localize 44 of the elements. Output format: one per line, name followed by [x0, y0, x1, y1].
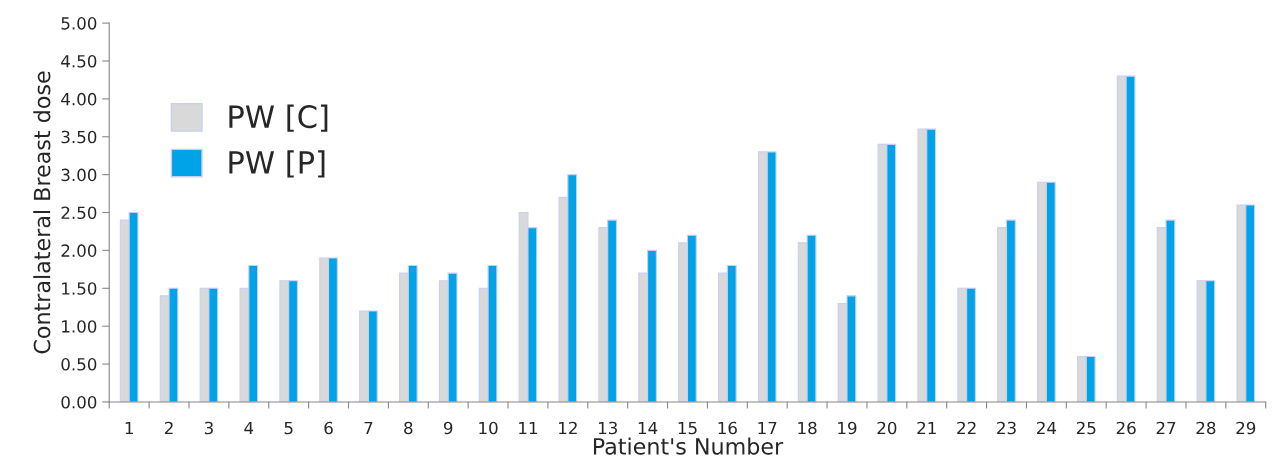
x-tick-label: 13 [598, 421, 617, 435]
x-axis-title: Patient's Number [593, 437, 784, 455]
x-tick-label: 29 [1236, 421, 1256, 435]
x-tick-label: 8 [404, 421, 413, 435]
y-tick-label: 0.50 [61, 358, 97, 371]
y-tick-label: 4.00 [61, 92, 97, 106]
y-tick-label: 4.50 [61, 54, 97, 68]
x-tick-label: 23 [997, 421, 1016, 435]
x-tick-label: 3 [204, 421, 213, 435]
x-tick-label: 21 [917, 421, 936, 435]
x-tick-label: 17 [758, 421, 777, 435]
x-tick-label: 19 [838, 421, 857, 435]
x-tick-label: 25 [1076, 421, 1096, 435]
x-tick-label: 14 [638, 421, 658, 435]
y-tick-label: 5.00 [61, 17, 97, 30]
x-tick-label: 2 [164, 421, 173, 435]
x-tick-label: 20 [877, 421, 897, 435]
y-tick-label: 3.00 [61, 168, 97, 182]
x-tick-label: 1 [125, 421, 133, 435]
y-tick-label: 1.00 [62, 320, 97, 333]
legend-label: PW [C] [229, 104, 328, 132]
y-tick-label: 2.00 [61, 244, 97, 257]
legend-label: PW [P] [229, 150, 325, 178]
x-tick-label: 4 [244, 421, 254, 435]
x-tick-label: 22 [957, 421, 976, 435]
x-tick-label: 5 [284, 421, 293, 435]
x-tick-label: 6 [324, 421, 333, 435]
x-tick-label: 18 [798, 421, 817, 435]
y-tick-label: 3.50 [61, 130, 97, 144]
x-tick-label: 9 [443, 421, 453, 435]
x-tick-label: 24 [1037, 421, 1057, 435]
x-tick-label: 10 [479, 421, 498, 435]
x-tick-label: 28 [1196, 421, 1216, 435]
y-tick-label: 1.50 [62, 282, 97, 295]
x-tick-label: 15 [678, 421, 697, 435]
x-tick-label: 26 [1116, 421, 1136, 435]
x-tick-label: 16 [718, 421, 737, 435]
x-tick-label: 7 [364, 421, 373, 435]
y-axis-title: Contralateral Breast dose [33, 71, 51, 354]
x-tick-label: 12 [559, 421, 577, 435]
y-tick-label: 0.00 [61, 395, 97, 409]
x-tick-label: 27 [1156, 421, 1176, 435]
y-tick-label: 2.50 [61, 206, 97, 220]
x-tick-label: 11 [519, 421, 538, 435]
